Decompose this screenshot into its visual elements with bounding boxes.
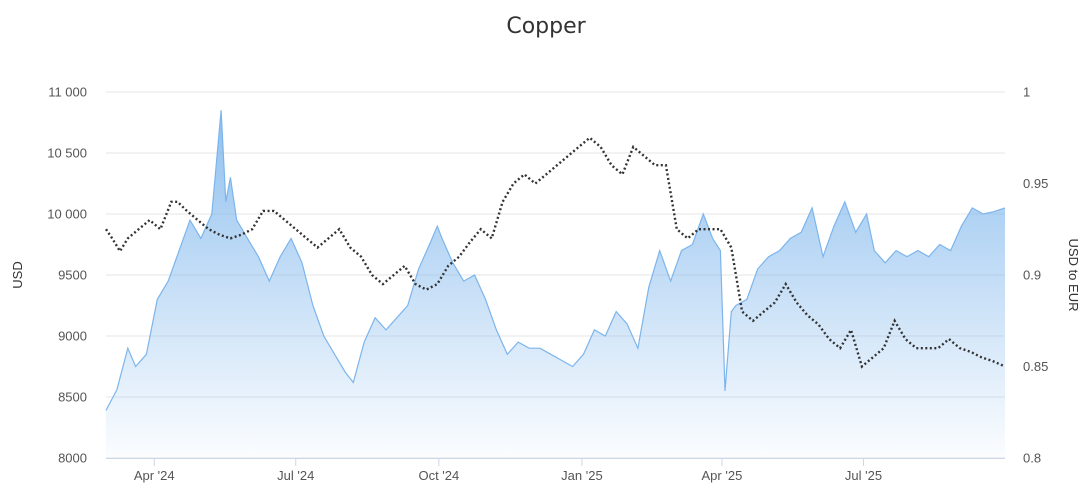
y-tick-label-right: 0.8 xyxy=(1023,451,1041,466)
y-tick-label-left: 11 000 xyxy=(48,85,87,100)
y-tick-label-left: 9500 xyxy=(58,268,87,283)
chart-title: Copper xyxy=(506,14,586,39)
y-tick-label-left: 10 000 xyxy=(47,207,87,222)
x-tick-label: Jul '24 xyxy=(277,468,314,483)
x-tick-label: Jul '25 xyxy=(845,468,882,483)
y-tick-label-left: 9000 xyxy=(58,329,87,344)
y-tick-label-left: 8000 xyxy=(58,451,87,466)
y-axis-title-left: USD xyxy=(10,261,25,288)
area-series xyxy=(105,110,1006,459)
x-tick-label: Apr '25 xyxy=(702,468,743,483)
y-tick-label-right: 1 xyxy=(1023,85,1030,100)
x-tick-label: Apr '24 xyxy=(134,468,175,483)
x-tick-label: Oct '24 xyxy=(418,468,459,483)
y-tick-label-right: 0.85 xyxy=(1023,359,1048,374)
y-axis-title-right: USD to EUR xyxy=(1066,239,1081,312)
copper-price-area xyxy=(106,110,1005,459)
axes: 8000 8500 9000 9500 10 000 10 500 11 000 0.8 0.8… xyxy=(47,85,1048,484)
y-tick-label-right: 0.9 xyxy=(1023,268,1041,283)
y-tick-label-right: 0.95 xyxy=(1023,176,1048,191)
exchange-rate-series xyxy=(105,136,1006,369)
y-tick-label-left: 8500 xyxy=(58,390,87,405)
y-tick-label-left: 10 500 xyxy=(47,146,87,161)
usd-eur-rate-line xyxy=(105,136,1006,369)
x-tick-label: Jan '25 xyxy=(561,468,603,483)
